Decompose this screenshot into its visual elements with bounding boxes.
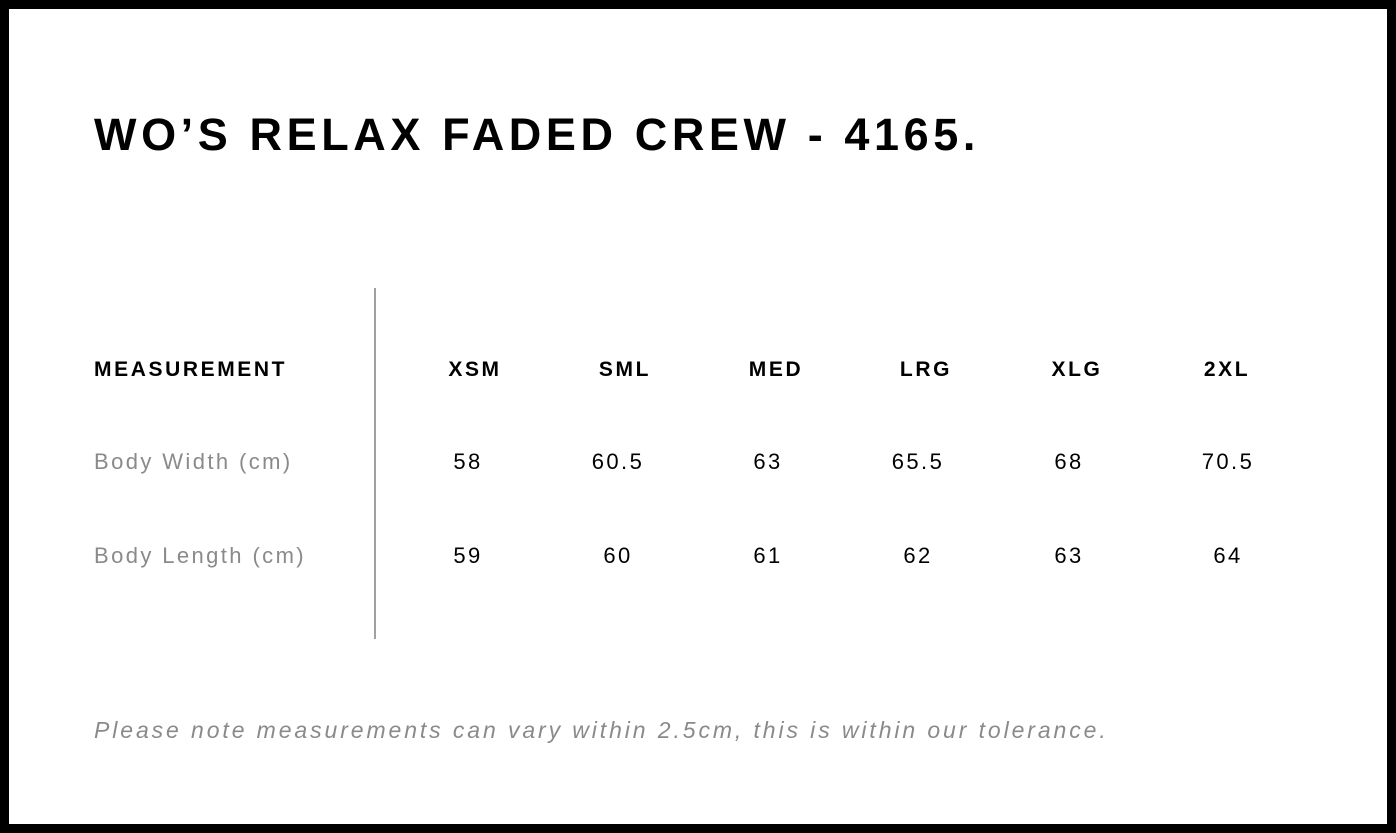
table-header-row: MEASUREMENT XSM SML MED LRG XLG 2XL xyxy=(9,358,1387,388)
size-header-med: MED xyxy=(748,358,804,381)
row-label: Body Length (cm) xyxy=(94,543,307,568)
table-row: Body Length (cm) 59 60 61 62 63 64 xyxy=(9,543,1387,573)
size-chart-card: WO’S RELAX FADED CREW - 4165. MEASUREMEN… xyxy=(9,9,1387,824)
table-row: Body Width (cm) 58 60.5 63 65.5 68 70.5 xyxy=(9,449,1387,479)
table-cell: 58 xyxy=(453,449,483,474)
table-cell: 70.5 xyxy=(1201,449,1255,474)
table-cell: 60 xyxy=(603,543,633,568)
table-cell: 63 xyxy=(753,449,783,474)
size-header-xlg: XLG xyxy=(1051,358,1103,381)
table-cell: 61 xyxy=(753,543,783,568)
size-header-2xl: 2XL xyxy=(1203,358,1251,381)
size-header-sml: SML xyxy=(598,358,652,381)
measurement-header: MEASUREMENT xyxy=(94,358,288,381)
page-title: WO’S RELAX FADED CREW - 4165. xyxy=(94,109,981,160)
row-label: Body Width (cm) xyxy=(94,449,293,474)
size-header-xsm: XSM xyxy=(448,358,502,381)
size-header-lrg: LRG xyxy=(899,358,953,381)
table-cell: 63 xyxy=(1054,543,1084,568)
column-divider xyxy=(374,288,376,639)
tolerance-note: Please note measurements can vary within… xyxy=(94,717,1109,743)
table-cell: 59 xyxy=(453,543,483,568)
table-cell: 62 xyxy=(903,543,933,568)
table-cell: 65.5 xyxy=(891,449,945,474)
table-cell: 68 xyxy=(1054,449,1084,474)
table-cell: 64 xyxy=(1213,543,1243,568)
table-cell: 60.5 xyxy=(591,449,645,474)
